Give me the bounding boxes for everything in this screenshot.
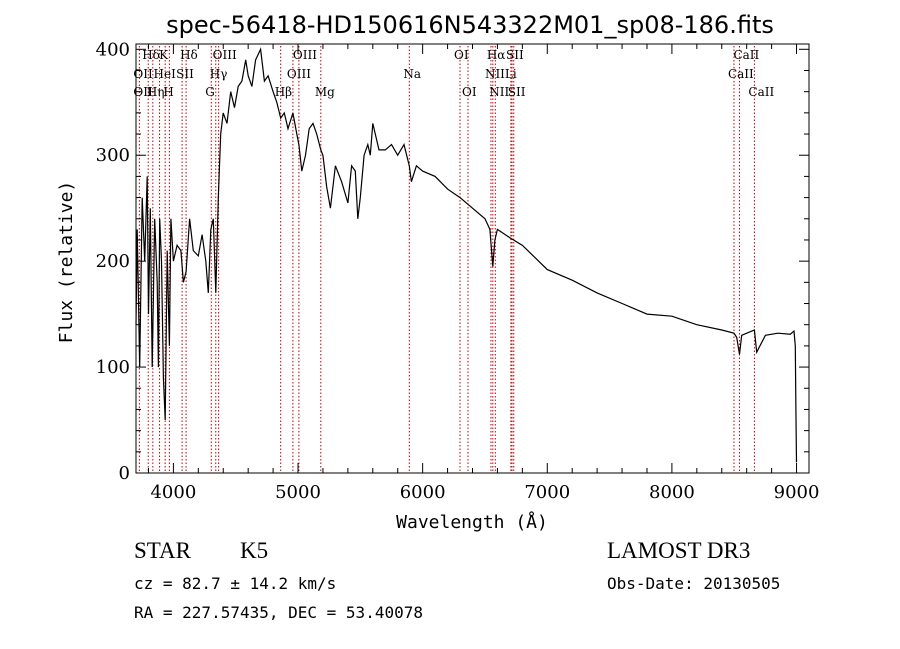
spectral-line-markers xyxy=(138,46,755,473)
spectral-line-label: H xyxy=(163,85,173,99)
spectral-line-label: Mg xyxy=(315,85,335,99)
spectral-line-label: SII xyxy=(506,48,524,62)
spectral-line-label: G xyxy=(205,85,215,99)
spectral-line-label: Hη xyxy=(147,85,165,99)
spectral-line-label: Na xyxy=(403,67,421,81)
coordinates: RA = 227.57435, DEC = 53.40078 xyxy=(134,603,423,622)
y-axis-label: Flux (relative) xyxy=(56,181,77,344)
y-tick-label: 0 xyxy=(119,463,130,484)
spectral-line-label: OIII xyxy=(213,48,237,62)
x-axis-ticks: 4000 5000 6000 7000 8000 9000 xyxy=(147,44,820,503)
spectral-line-label: NII xyxy=(485,67,505,81)
spectral-line-label: Hα xyxy=(487,48,506,62)
spectral-line-label: SII xyxy=(176,67,194,81)
x-axis-label: Wavelength (Å) xyxy=(396,511,548,533)
chart-title: spec-56418-HD150616N543322M01_sp08-186.f… xyxy=(166,11,774,39)
y-tick-label: 100 xyxy=(96,357,130,378)
spectral-line-label: OIII xyxy=(293,48,317,62)
spectral-line-label: OIII xyxy=(287,67,311,81)
spectral-line-label: Hβ xyxy=(275,85,292,99)
x-tick-label: 8000 xyxy=(649,482,695,503)
x-tick-label: 6000 xyxy=(400,482,446,503)
spectrum-line xyxy=(135,47,798,463)
x-tick-label: 4000 xyxy=(150,482,196,503)
spectral-line-label: CaII xyxy=(728,67,754,81)
x-tick-label: 9000 xyxy=(774,482,820,503)
data-release: LAMOST DR3 xyxy=(607,538,751,563)
y-tick-label: 300 xyxy=(96,145,130,166)
object-class: STAR xyxy=(134,538,191,563)
x-tick-label: 5000 xyxy=(275,482,321,503)
y-tick-label: 400 xyxy=(96,39,130,60)
spectral-line-label: HeI xyxy=(154,67,177,81)
observation-date: Obs-Date: 20130505 xyxy=(607,574,781,593)
spectral-line-label: OI xyxy=(454,48,469,62)
redshift-velocity: cz = 82.7 ± 14.2 km/s xyxy=(134,574,337,593)
object-subclass: K5 xyxy=(240,538,269,563)
spectral-line-label: Li xyxy=(505,67,517,81)
spectral-line-label: Hδ xyxy=(180,48,198,62)
spectral-line-label: Hδ xyxy=(142,48,160,62)
spectral-line-label: Hγ xyxy=(210,67,228,81)
spectral-line-label: OI xyxy=(462,85,477,99)
spectral-line-label: K xyxy=(159,48,169,62)
y-axis-ticks: 0 100 200 300 400 xyxy=(96,39,809,484)
y-tick-label: 200 xyxy=(96,251,130,272)
x-tick-label: 7000 xyxy=(524,482,570,503)
spectral-line-label: SII xyxy=(508,85,526,99)
spectral-line-label: CaII xyxy=(733,48,759,62)
spectral-line-label: OII xyxy=(133,85,153,99)
spectral-line-label: OII xyxy=(133,67,153,81)
spectral-line-label: CaII xyxy=(748,85,774,99)
spectral-line-label: NII xyxy=(489,85,509,99)
plot-frame xyxy=(135,43,810,474)
